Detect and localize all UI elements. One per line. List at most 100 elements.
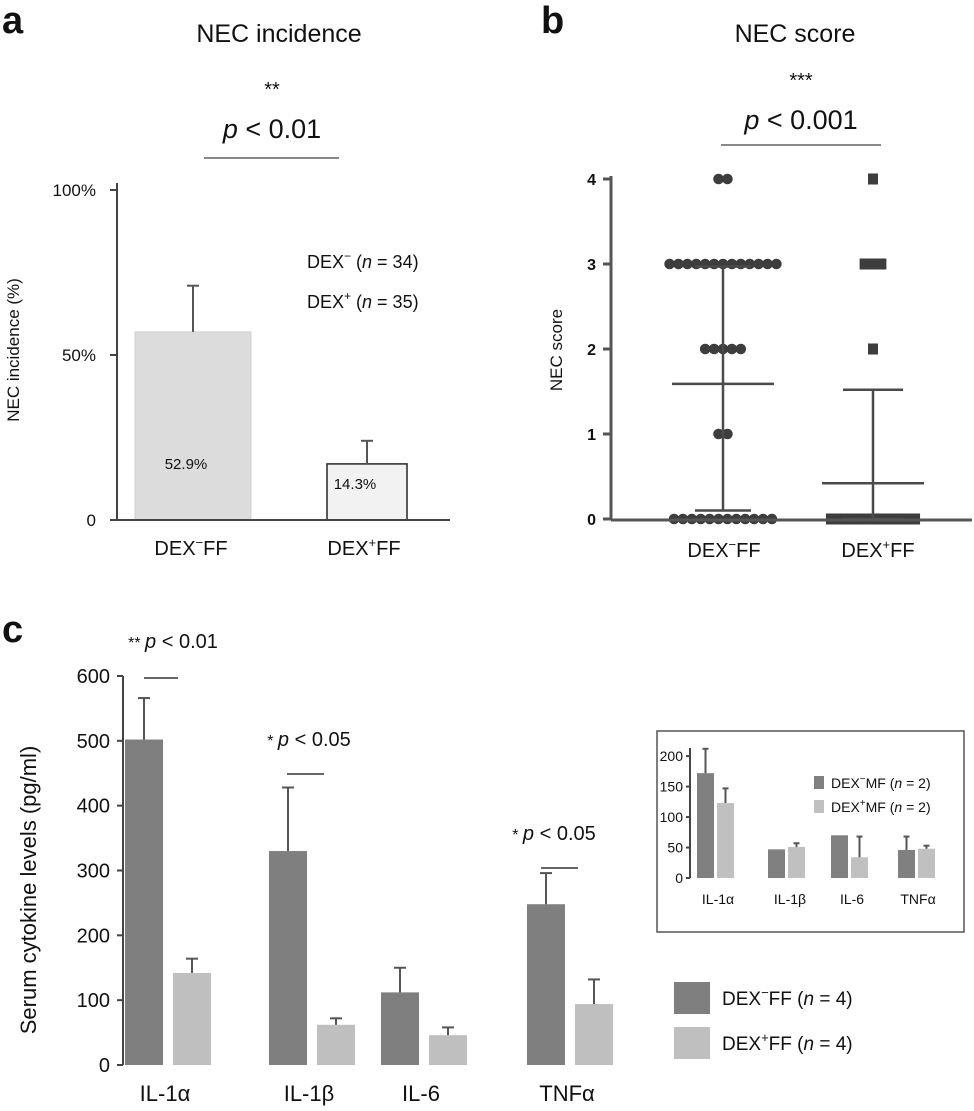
panel-c-ytick-label-5: 500	[77, 731, 110, 753]
panel-c-bar-s0-c1	[269, 851, 307, 1065]
inset-bar-s1-c2	[851, 857, 868, 878]
panel-c-inset: 0 50 100 150 200 IL-1α IL-1β IL-6 TNFα DEX−M…	[656, 730, 965, 933]
panel-c-sig-rest-0: < 0.01	[156, 631, 218, 653]
panel-c-legend-swatch-dexplus	[674, 1027, 710, 1059]
panel-b: b NEC score *** p < 0.001 NEC score 0 1 2 3…	[541, 0, 972, 562]
panel-c-sig-rest-1: < 0.05	[289, 729, 351, 751]
panel-a-legend-dexminus: DEX− (n = 34)	[307, 249, 419, 272]
panel-c-significance-text-0: ** p < 0.01	[128, 631, 218, 653]
panel-c-bar-s0-c0	[125, 739, 163, 1065]
panel-c-category-il6: IL-6	[402, 1081, 440, 1106]
panel-b-point-g0-s3-11	[762, 258, 773, 270]
panel-c-ytick-label-4: 400	[77, 796, 110, 818]
inset-bar-s1-c0	[717, 803, 734, 878]
panel-b-point-g0-s2-4	[735, 343, 747, 355]
inset-bar-s0-c3	[898, 849, 915, 878]
panel-b-ytick-label-3: 3	[587, 257, 596, 274]
panel-c-legend-dexminus: DEX−FF (n = 4)	[722, 985, 853, 1010]
panel-b-ytick-label-4: 4	[587, 172, 596, 189]
inset-bar-s1-c3	[918, 848, 935, 878]
panel-c-bar-s1-c2	[429, 1035, 467, 1065]
panel-c-bars	[125, 697, 613, 1065]
panel-c-sig-p-2: p	[522, 823, 534, 845]
panel-b-point-g0-s1-0	[713, 428, 724, 440]
panel-c-bar-s1-c1	[317, 1024, 355, 1065]
panel-b-point-g0-s2-1	[708, 343, 720, 355]
panel-a-category-dexminus: DEX−FF	[154, 535, 227, 560]
panel-b-point-g1-s3-0	[859, 258, 870, 270]
panel-c-bar-s1-c0	[173, 972, 211, 1065]
panel-b-title: NEC score	[735, 20, 856, 48]
panel-b-stars: ***	[789, 70, 813, 92]
panel-b-category-dexminus: DEX−FF	[687, 537, 760, 562]
inset-bar-s0-c0	[697, 773, 714, 878]
panel-a-ytick-label-1: 50%	[62, 346, 96, 365]
panel-c-category-il1a: IL-1α	[140, 1081, 191, 1106]
panel-c-category-tnfa: TNFα	[539, 1081, 595, 1106]
panel-b-point-g0-s3-1	[673, 258, 684, 270]
panel-a-value-label-0: 52.9%	[165, 456, 208, 473]
panel-b-point-g0-s2-0	[699, 343, 711, 355]
panel-a-bars: 52.9% 14.3%	[134, 284, 408, 521]
panel-a-legend-dexplus: DEX+ (n = 35)	[307, 289, 419, 312]
inset-ytick-label-4: 200	[660, 748, 684, 764]
inset-legend-dexminus: DEX−MF (n = 2)	[831, 774, 931, 791]
inset-category-il1a: IL-1α	[702, 891, 734, 907]
panel-b-point-g0-s4-0	[713, 173, 724, 185]
inset-bar-s0-c1	[768, 849, 785, 878]
panel-a-ytick-label-0: 0	[87, 511, 96, 530]
panel-a-yticks: 0 50% 100%	[53, 181, 117, 530]
panel-a-ylabel: NEC incidence (%)	[4, 278, 23, 422]
panel-a-stars: **	[264, 79, 280, 101]
panel-a-ytick-label-2: 100%	[53, 181, 96, 200]
panel-c-bar-s1-c3	[575, 1004, 613, 1065]
panel-b-point-g0-s3-12	[771, 258, 782, 270]
panel-b-point-g1-s4-0	[868, 173, 878, 185]
panel-b-ytick-label-0: 0	[587, 512, 596, 529]
panel-b-points	[664, 173, 921, 525]
inset-legend-swatch-dexminus	[814, 776, 824, 789]
panel-c-sig-stars-2: *	[512, 827, 523, 844]
panel-c-yticks: 0 100 200 300 400 500 600	[77, 666, 123, 1077]
panel-b-p: p	[743, 105, 759, 135]
panel-b-p-rest: < 0.001	[759, 105, 857, 135]
panel-b-yticks: 0 1 2 3 4	[587, 172, 611, 529]
panel-c-significance: ** p < 0.01* p < 0.05* p < 0.05	[128, 631, 596, 869]
panel-c-bar-s0-c2	[381, 992, 419, 1065]
panel-b-ytick-label-2: 2	[587, 342, 596, 359]
inset-legend-dexplus: DEX+MF (n = 2)	[831, 798, 931, 815]
panel-c-label: c	[2, 609, 23, 651]
panel-c-sig-p-1: p	[277, 729, 289, 751]
panel-a-label: a	[2, 0, 24, 42]
panel-b-label: b	[541, 0, 564, 42]
panel-b-point-g0-s3-0	[664, 258, 675, 270]
panel-c-ytick-label-1: 100	[77, 990, 110, 1012]
panel-a-bar-0	[134, 331, 252, 521]
panel-c-legend-dexplus: DEX+FF (n = 4)	[722, 1030, 853, 1055]
panel-a-pvalue: p < 0.01	[222, 114, 321, 144]
inset-category-il6: IL-6	[840, 891, 864, 907]
panel-b-point-g0-s1-1	[722, 428, 733, 440]
panel-a-p: p	[222, 114, 238, 144]
panel-b-category-dexplus: DEX+FF	[841, 537, 914, 562]
inset-bar-s0-c2	[831, 835, 848, 878]
inset-yticks: 0 50 100 150 200	[660, 748, 690, 886]
panel-b-ytick-label-1: 1	[587, 427, 596, 444]
panel-c-bar-s0-c3	[527, 904, 565, 1065]
inset-ytick-label-3: 150	[660, 779, 684, 795]
panel-a-p-rest: < 0.01	[238, 114, 321, 144]
inset-legend-swatch-dexplus	[814, 800, 824, 813]
panel-b-point-g0-s2-3	[726, 343, 738, 355]
panel-c-ytick-label-0: 0	[99, 1055, 110, 1077]
panel-c: c Serum cytokine levels (pg/ml) 0 100 200 3…	[2, 609, 965, 1106]
inset-ytick-label-0: 0	[675, 870, 683, 886]
panel-c-ytick-label-2: 200	[77, 925, 110, 947]
panel-c-sig-stars-1: *	[267, 733, 278, 750]
panel-a-category-dexplus: DEX+FF	[327, 535, 400, 560]
inset-ytick-label-2: 100	[660, 809, 684, 825]
panel-c-ytick-label-3: 300	[77, 861, 110, 883]
panel-c-ytick-label-6: 600	[77, 666, 110, 688]
inset-category-il1b: IL-1β	[774, 891, 806, 907]
panel-b-point-g1-s3-2	[876, 258, 887, 270]
